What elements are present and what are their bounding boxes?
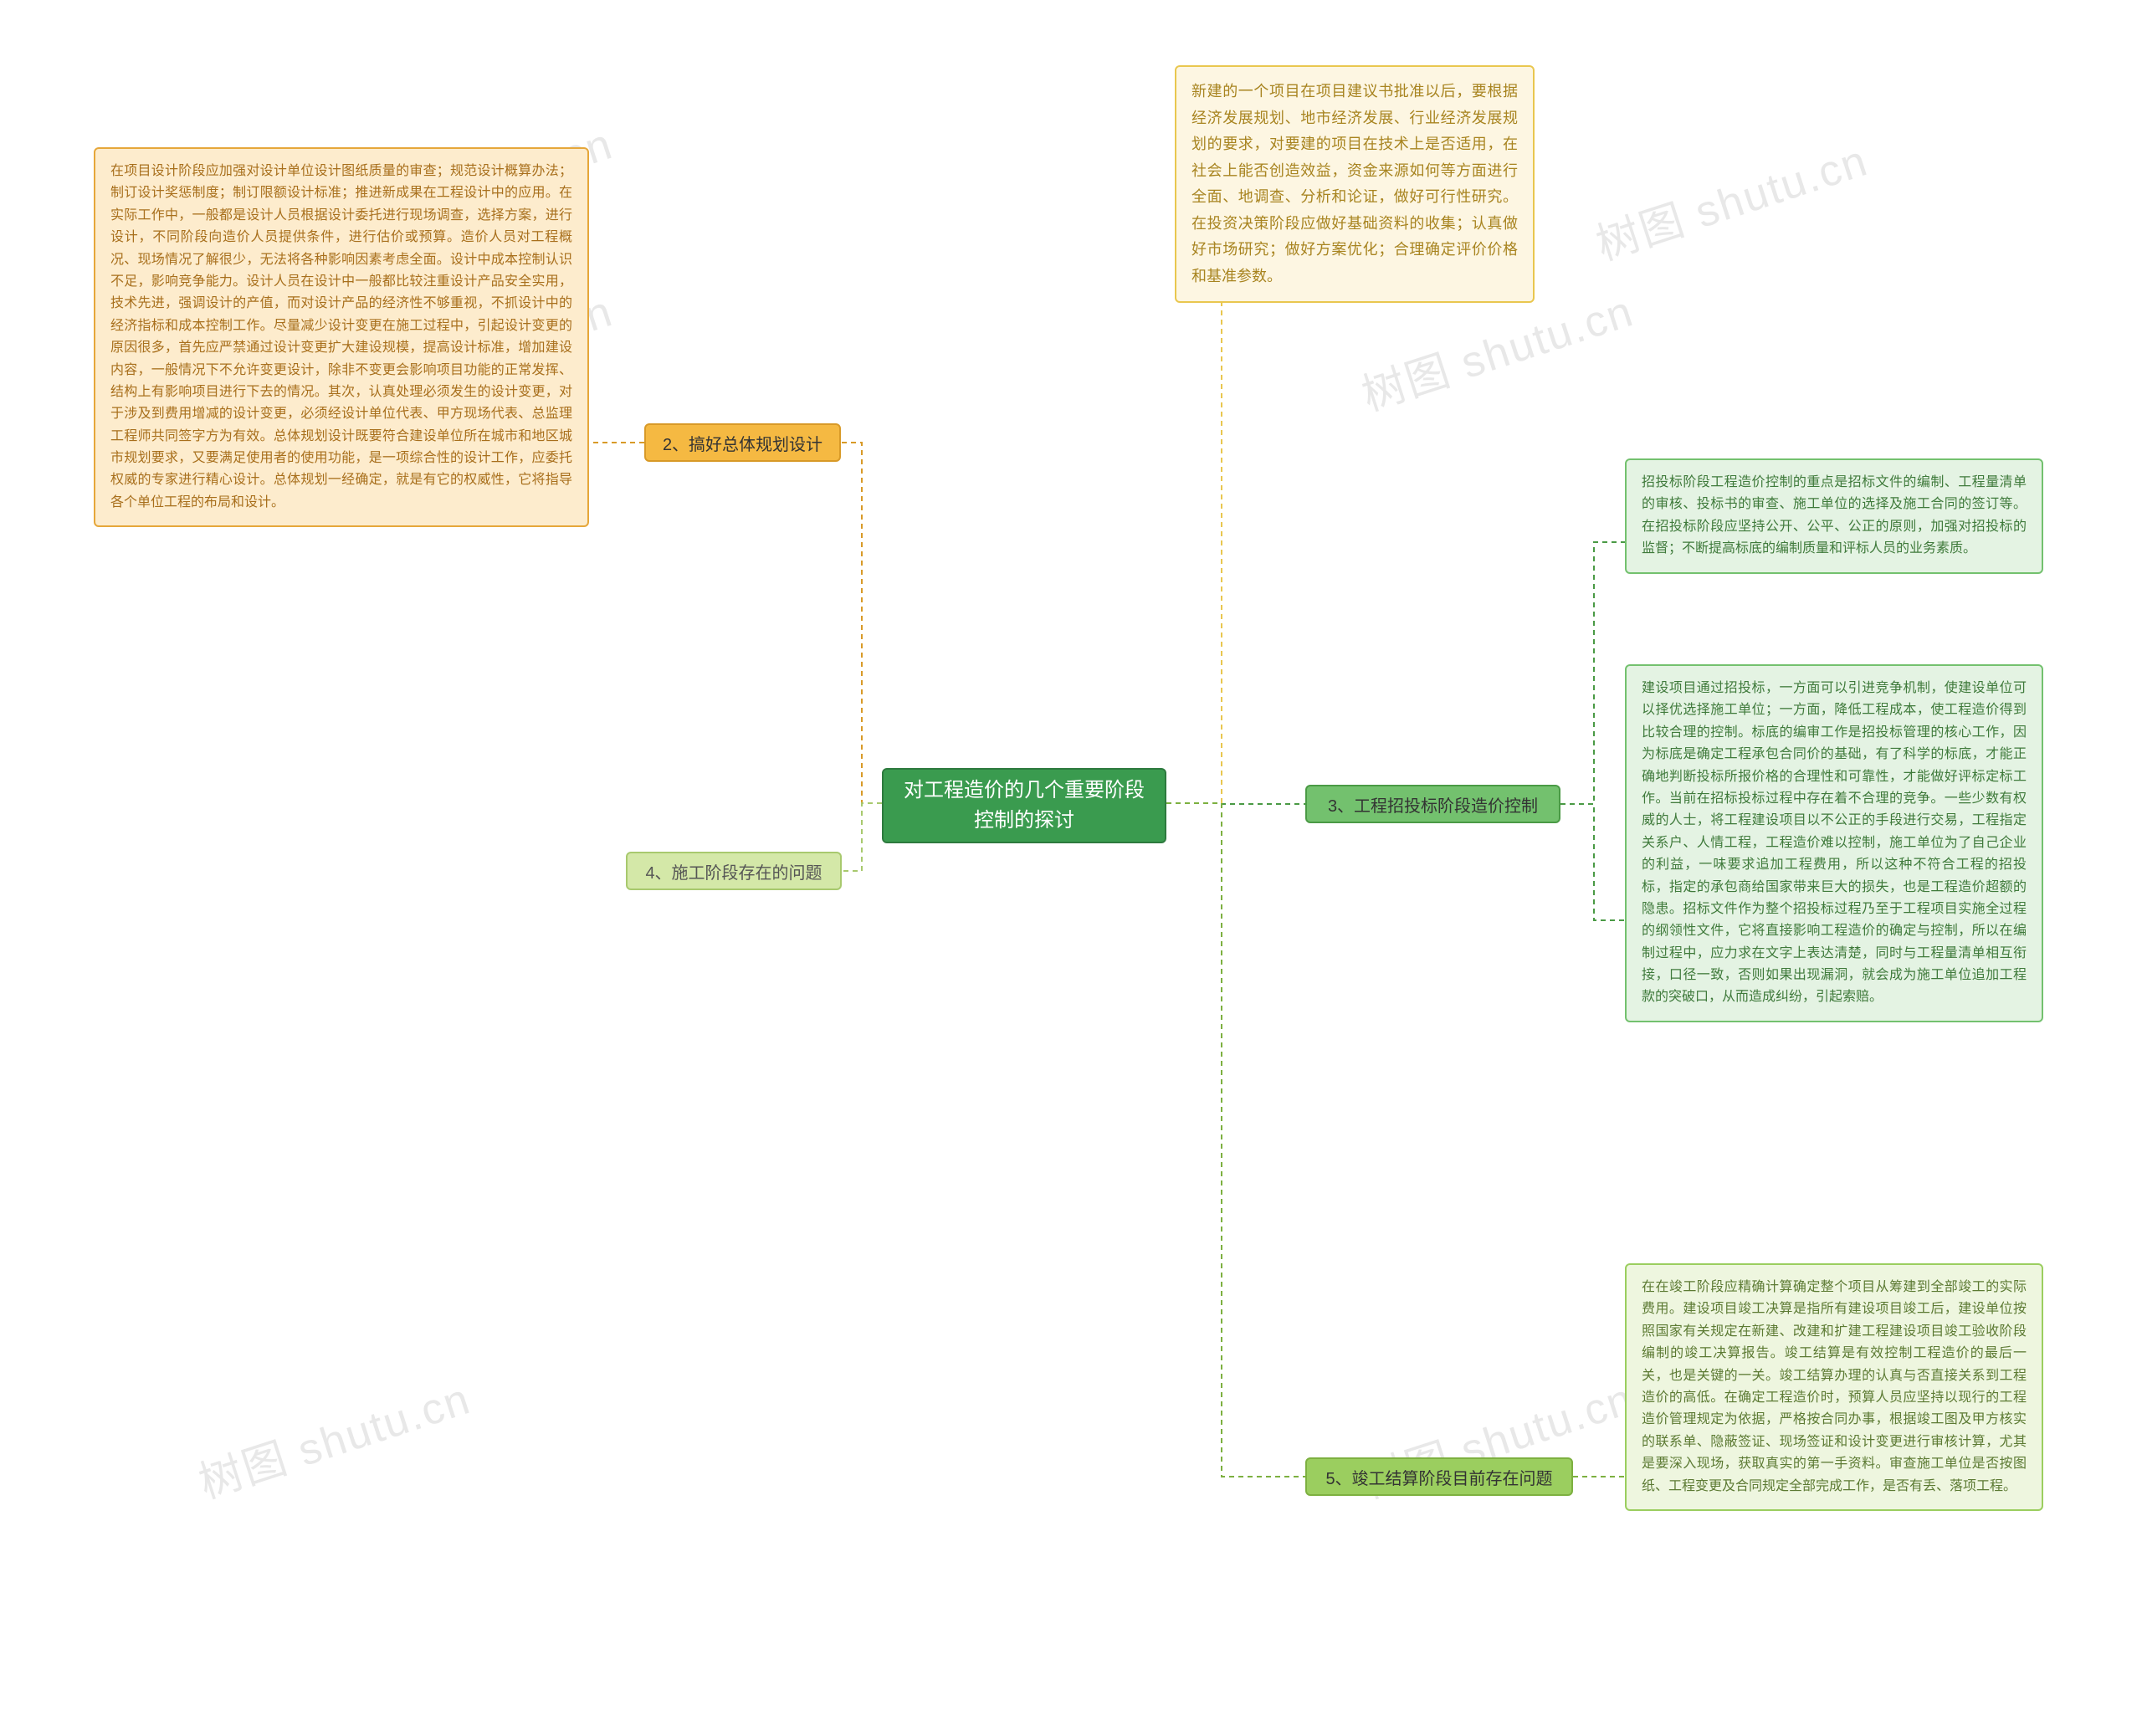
branch-bidding-stage[interactable]: 3、工程招投标阶段造价控制 xyxy=(1305,785,1560,823)
watermark: 树图 shutu.cn xyxy=(190,1364,478,1510)
edge-root-b3 xyxy=(1166,803,1305,804)
leaf-bidding-a[interactable]: 招投标阶段工程造价控制的重点是招标文件的编制、工程量清单的审核、投标书的审查、施… xyxy=(1625,458,2043,574)
leaf-text: 招投标阶段工程造价控制的重点是招标文件的编制、工程量清单的审核、投标书的审查、施… xyxy=(1642,475,2027,556)
root-node[interactable]: 对工程造价的几个重要阶段控制的探讨 xyxy=(882,768,1166,843)
leaf-text: 建设项目通过招投标，一方面可以引进竞争机制，使建设单位可以择优选择施工单位；一方… xyxy=(1642,681,2027,1004)
branch-overall-planning[interactable]: 2、搞好总体规划设计 xyxy=(644,423,841,462)
edge-root-b1 xyxy=(1166,262,1305,803)
branch-completion-settlement[interactable]: 5、竣工结算阶段目前存在问题 xyxy=(1305,1457,1573,1496)
root-label: 对工程造价的几个重要阶段控制的探讨 xyxy=(897,776,1151,836)
leaf-text: 在项目设计阶段应加强对设计单位设计图纸质量的审查；规范设计概算办法；制订设计奖惩… xyxy=(110,164,572,510)
leaf-overall-planning[interactable]: 在项目设计阶段应加强对设计单位设计图纸质量的审查；规范设计概算办法；制订设计奖惩… xyxy=(94,147,589,527)
branch-construction-issues[interactable]: 4、施工阶段存在的问题 xyxy=(626,852,842,890)
edge-root-b2 xyxy=(841,443,882,803)
branch-label: 2、搞好总体规划设计 xyxy=(663,431,822,455)
watermark: 树图 shutu.cn xyxy=(1587,125,1875,272)
branch-label: 4、施工阶段存在的问题 xyxy=(645,859,822,883)
edge-b3-leaf1 xyxy=(1560,542,1625,804)
leaf-text: 新建的一个项目在项目建议书批准以后，要根据经济发展规划、地市经济发展、行业经济发… xyxy=(1191,83,1518,284)
edge-root-b4 xyxy=(842,803,882,871)
leaf-text: 在在竣工阶段应精确计算确定整个项目从筹建到全部竣工的实际费用。建设项目竣工决算是… xyxy=(1642,1280,2027,1493)
leaf-completion-settlement[interactable]: 在在竣工阶段应精确计算确定整个项目从筹建到全部竣工的实际费用。建设项目竣工决算是… xyxy=(1625,1263,2043,1511)
branch-label: 5、竣工结算阶段目前存在问题 xyxy=(1325,1465,1552,1489)
leaf-bidding-b[interactable]: 建设项目通过招投标，一方面可以引进竞争机制，使建设单位可以择优选择施工单位；一方… xyxy=(1625,664,2043,1022)
edge-b3-leaf2 xyxy=(1560,804,1625,920)
leaf-investment-decision[interactable]: 新建的一个项目在项目建议书批准以后，要根据经济发展规划、地市经济发展、行业经济发… xyxy=(1175,65,1535,303)
branch-label: 3、工程招投标阶段造价控制 xyxy=(1328,792,1538,817)
edge-root-b5 xyxy=(1166,803,1305,1477)
